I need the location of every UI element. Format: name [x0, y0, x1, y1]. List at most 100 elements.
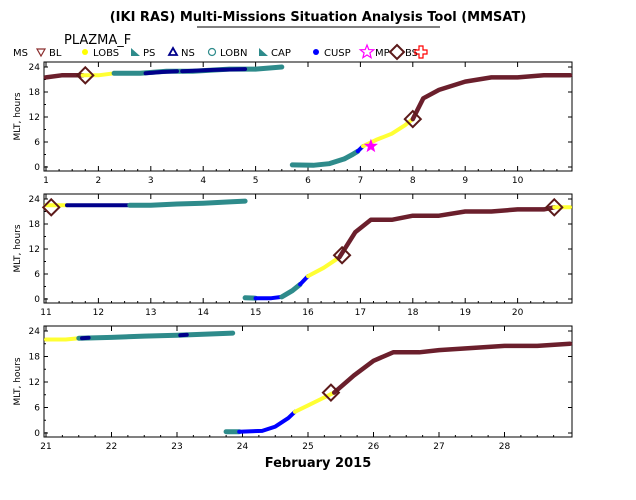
legend-label-cusp-7: CUSP: [324, 48, 351, 59]
chart-panel-3: 0 6 12 18 24 21 22 23 24 25 26 27 28 MLT, hours Februa…: [13, 325, 573, 471]
legend-label-cap-6: CAP: [271, 48, 291, 59]
legend-label-bl-1: BL: [49, 48, 62, 59]
legend-symbol-ns-4: [167, 46, 179, 56]
legend-label-mp-8: MP: [375, 48, 390, 59]
x-tick-label: 23: [171, 442, 182, 452]
bow-shock-marker: [75, 65, 95, 85]
y-tick-label: 0: [34, 163, 40, 173]
series-segment-lobs: [80, 71, 117, 78]
series-segment-lobs: [306, 255, 342, 279]
legend: MS BL LOBS PS NS LOBN CAP CUSP MP BS: [13, 43, 428, 61]
x-tick-label: 21: [40, 442, 51, 452]
x-tick-label: 5: [253, 176, 259, 186]
bow-shock-marker: [403, 109, 423, 129]
x-tick-label: 18: [407, 308, 419, 318]
x-tick-label: 6: [305, 176, 311, 186]
x-tick-label: 14: [197, 308, 209, 318]
legend-symbol-bl-1: [35, 48, 47, 58]
x-tick-label: 16: [302, 308, 314, 318]
y-tick-label: 18: [29, 88, 41, 98]
plot-frame: [43, 325, 573, 438]
x-tick-label: 17: [355, 308, 366, 318]
figure-title: (IKI RAS) Multi-Missions Situation Analy…: [110, 10, 527, 25]
y-tick-label: 18: [29, 353, 41, 363]
x-tick-label: 4: [200, 176, 206, 186]
x-tick-label: 28: [499, 442, 511, 452]
y-tick-label: 6: [34, 138, 40, 148]
bow-shock-marker: [321, 383, 341, 403]
magnetopause-marker: [363, 138, 378, 153]
x-tick-label: 2: [96, 176, 102, 186]
x-tick-label: 9: [462, 176, 468, 186]
legend-symbol-lobn-5: [207, 47, 217, 57]
y-tick-label: 12: [29, 113, 40, 123]
bow-shock-marker: [41, 197, 61, 217]
legend-label-lobn-5: LOBN: [220, 48, 247, 59]
series-segment-lobs: [292, 390, 337, 414]
y-tick-label: 0: [34, 429, 40, 439]
x-tick-label: 15: [250, 308, 261, 318]
series-segment-ns: [180, 67, 248, 74]
series-segment-ms: [43, 73, 85, 80]
legend-label-ns-4: NS: [181, 48, 195, 59]
legend-symbol-cap-6: [259, 48, 268, 56]
x-tick-label: 11: [40, 308, 51, 318]
x-tick-label: 3: [148, 176, 154, 186]
legend-symbol-cusp-7: [313, 49, 319, 55]
legend-label-ms-0: MS: [13, 48, 28, 59]
x-tick-label: 20: [512, 308, 524, 318]
y-axis-label: MLT, hours: [13, 224, 23, 272]
x-tick-label: 10: [512, 176, 524, 186]
series-segment-ns: [178, 332, 189, 338]
x-tick-label: 19: [459, 308, 471, 318]
x-tick-label: 27: [433, 442, 444, 452]
legend-symbol-blank-10: [414, 45, 428, 59]
chart-panel-2: 0 6 12 18 24 11 12 13 14 15 16 17 18 19 20 MLT, hours: [13, 193, 573, 318]
x-tick-label: 25: [302, 442, 313, 452]
x-tick-label: 8: [410, 176, 416, 186]
y-tick-label: 0: [34, 295, 40, 305]
series-segment-lobs: [44, 336, 81, 342]
spacecraft-label: PLAZMA_F: [64, 33, 131, 48]
series-segment-ms: [331, 341, 573, 395]
legend-symbol-lobs-2: [82, 49, 88, 55]
bow-shock-marker: [332, 245, 352, 265]
series-segment-ps: [289, 156, 348, 168]
y-axis-label: MLT, hours: [13, 92, 23, 140]
y-tick-label: 12: [29, 245, 40, 255]
series-segment-ps: [342, 148, 361, 162]
x-tick-label: 7: [358, 176, 364, 186]
y-tick-label: 18: [29, 220, 41, 230]
x-tick-label: 22: [106, 442, 117, 452]
series-segment-ms: [337, 205, 557, 260]
legend-symbol-bs-9: [388, 43, 406, 61]
x-axis-label: February 2015: [265, 456, 372, 471]
bow-shock-marker: [544, 197, 564, 217]
series-segment-ps: [127, 198, 248, 208]
y-tick-label: 24: [29, 63, 41, 73]
series-segment-ns: [143, 69, 179, 76]
y-tick-label: 6: [34, 404, 40, 414]
x-tick-label: 1: [43, 176, 49, 186]
series-segment-ps: [279, 281, 303, 300]
y-tick-label: 24: [29, 195, 41, 205]
legend-label-bs-9: BS: [405, 48, 418, 59]
series-segment-ps: [76, 330, 236, 341]
legend-symbol-ps-3: [131, 48, 140, 56]
x-tick-label: 12: [93, 308, 104, 318]
series-segment-cusp: [253, 294, 284, 301]
series-segment-ms: [410, 73, 573, 122]
x-tick-label: 26: [368, 442, 380, 452]
legend-label-ps-3: PS: [143, 48, 155, 59]
x-tick-label: 13: [145, 308, 156, 318]
legend-label-lobs-2: LOBS: [93, 48, 119, 59]
y-axis-label: MLT, hours: [13, 357, 23, 405]
y-tick-label: 6: [34, 270, 40, 280]
x-tick-label: 24: [237, 442, 249, 452]
y-tick-label: 12: [29, 378, 40, 388]
y-tick-label: 24: [29, 327, 41, 337]
series-segment-cusp: [237, 409, 297, 434]
